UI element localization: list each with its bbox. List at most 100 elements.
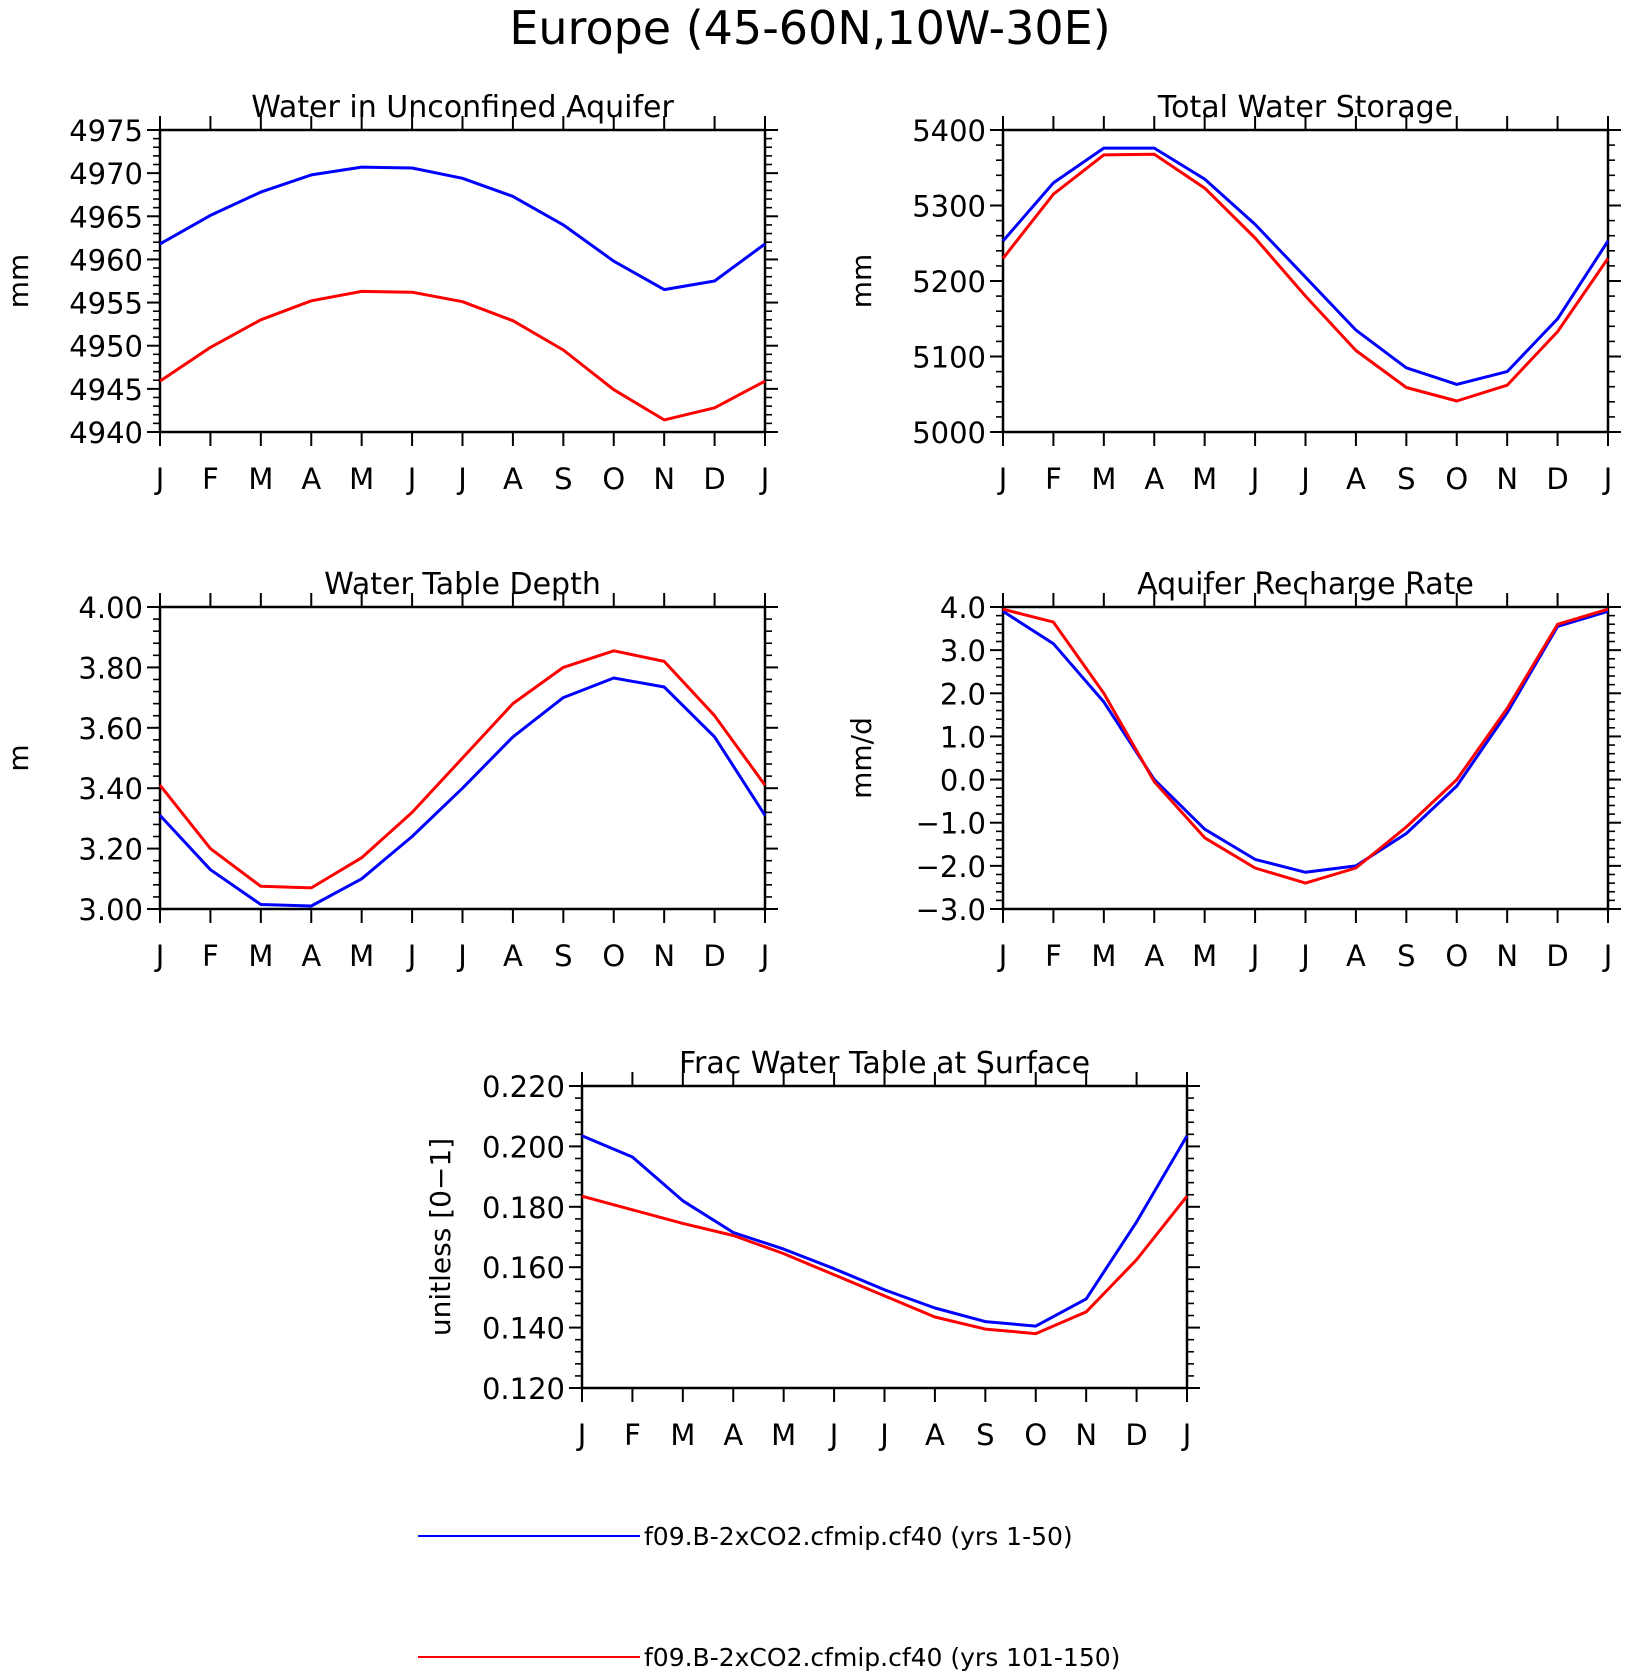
x-tick-label: A: [723, 1418, 743, 1452]
series-line-1: [158, 676, 767, 908]
x-tick-label: F: [202, 462, 219, 496]
chart-panel-4: Aquifer Recharge Ratemm/d−3.0−2.0−1.00.0…: [845, 567, 1621, 973]
x-tick-label: J: [1602, 462, 1613, 496]
x-tick-label: M: [771, 1418, 796, 1452]
x-tick-label: S: [1397, 462, 1415, 496]
x-tick-label: O: [602, 462, 625, 496]
x-tick-label: A: [1346, 939, 1366, 973]
y-tick-label: 5300: [912, 190, 986, 224]
y-tick-label: 5100: [912, 341, 986, 375]
x-tick-label: M: [248, 462, 273, 496]
x-tick-label: J: [154, 939, 165, 973]
x-tick-label: J: [1181, 1418, 1192, 1452]
y-axis-label: m: [2, 744, 35, 771]
series-line-1: [1002, 609, 1609, 874]
x-tick-label: O: [1445, 939, 1468, 973]
x-tick-label: N: [1075, 1418, 1097, 1452]
y-tick-label: 1.0: [940, 720, 986, 754]
x-tick-label: M: [1091, 939, 1116, 973]
x-tick-label: A: [1144, 939, 1164, 973]
y-tick-label: 4970: [69, 157, 143, 191]
y-tick-label: 4965: [69, 200, 143, 234]
y-tick-label: 0.0: [940, 764, 986, 798]
plot-frame: [1001, 128, 1610, 434]
y-tick-label: 3.80: [78, 651, 143, 685]
x-tick-label: J: [997, 462, 1008, 496]
series-line-1: [581, 1134, 1189, 1328]
chart-panel-3: Water Table Depthm3.003.203.403.603.804.…: [2, 567, 778, 973]
y-tick-label: 4.0: [940, 591, 986, 625]
y-tick-label: 2.0: [940, 677, 986, 711]
y-tick-label: −3.0: [916, 893, 986, 927]
y-tick-label: 4955: [69, 287, 143, 321]
x-tick-label: O: [1024, 1418, 1047, 1452]
x-tick-label: J: [828, 1418, 839, 1452]
x-tick-label: J: [576, 1418, 587, 1452]
x-tick-label: J: [1299, 939, 1310, 973]
x-tick-label: S: [554, 939, 572, 973]
y-tick-label: 4975: [69, 114, 143, 148]
y-tick-label: 4945: [69, 373, 143, 407]
series-line-2: [158, 649, 767, 890]
x-tick-label: S: [976, 1418, 994, 1452]
chart-panels: Water in Unconfined Aquifermm49404945495…: [2, 90, 1621, 1452]
x-tick-label: O: [1445, 462, 1468, 496]
x-tick-label: N: [653, 939, 675, 973]
y-tick-label: 4950: [69, 330, 143, 364]
x-tick-label: D: [703, 939, 725, 973]
y-tick-label: 4.00: [78, 591, 143, 625]
x-tick-label: D: [703, 462, 725, 496]
x-tick-label: J: [154, 462, 165, 496]
x-tick-label: J: [759, 462, 770, 496]
x-tick-label: J: [997, 939, 1008, 973]
x-tick-label: J: [456, 939, 467, 973]
x-tick-label: F: [202, 939, 219, 973]
x-tick-label: A: [503, 939, 523, 973]
series-line-2: [581, 1194, 1189, 1336]
legend: f09.B-2xCO2.cfmip.cf40 (yrs 1-50) f09.B-…: [418, 1522, 1120, 1672]
x-tick-label: S: [1397, 939, 1415, 973]
series-line-2: [1001, 152, 1610, 403]
x-tick-label: D: [1125, 1418, 1147, 1452]
y-tick-label: 4940: [69, 416, 143, 450]
x-tick-label: F: [1045, 939, 1062, 973]
x-tick-label: J: [1602, 939, 1613, 973]
x-tick-label: J: [878, 1418, 889, 1452]
y-tick-label: 0.220: [482, 1070, 565, 1104]
series-line-1: [1001, 146, 1610, 386]
legend-label-series-2: f09.B-2xCO2.cfmip.cf40 (yrs 101-150): [644, 1643, 1120, 1672]
x-tick-label: J: [1299, 462, 1310, 496]
y-tick-label: 3.40: [78, 772, 143, 806]
x-tick-label: A: [503, 462, 523, 496]
y-tick-label: 3.20: [78, 833, 143, 867]
y-tick-label: 5200: [912, 265, 986, 299]
x-tick-label: F: [624, 1418, 641, 1452]
y-axis-label: mm/d: [845, 717, 878, 799]
y-tick-label: 0.200: [482, 1130, 565, 1164]
page-title: Europe (45-60N,10W-30E): [509, 1, 1110, 55]
y-tick-label: 0.140: [482, 1312, 565, 1346]
x-tick-label: A: [301, 462, 321, 496]
x-tick-label: O: [602, 939, 625, 973]
plot-frame: [580, 1084, 1189, 1390]
chart-panel-1: Water in Unconfined Aquifermm49404945495…: [2, 90, 778, 496]
y-tick-label: 5000: [912, 416, 986, 450]
x-tick-label: J: [759, 939, 770, 973]
x-tick-label: M: [248, 939, 273, 973]
x-tick-label: S: [554, 462, 572, 496]
y-tick-label: 3.00: [78, 893, 143, 927]
x-tick-label: N: [1496, 939, 1518, 973]
y-tick-label: −2.0: [916, 850, 986, 884]
x-tick-label: F: [1045, 462, 1062, 496]
plot-frame: [1001, 605, 1610, 911]
legend-label-series-1: f09.B-2xCO2.cfmip.cf40 (yrs 1-50): [644, 1522, 1073, 1551]
x-tick-label: J: [406, 462, 417, 496]
y-tick-label: −1.0: [916, 807, 986, 841]
x-tick-label: N: [653, 462, 675, 496]
x-tick-label: J: [406, 939, 417, 973]
x-tick-label: A: [301, 939, 321, 973]
x-tick-label: M: [670, 1418, 695, 1452]
x-tick-label: A: [925, 1418, 945, 1452]
y-tick-label: 5400: [912, 114, 986, 148]
